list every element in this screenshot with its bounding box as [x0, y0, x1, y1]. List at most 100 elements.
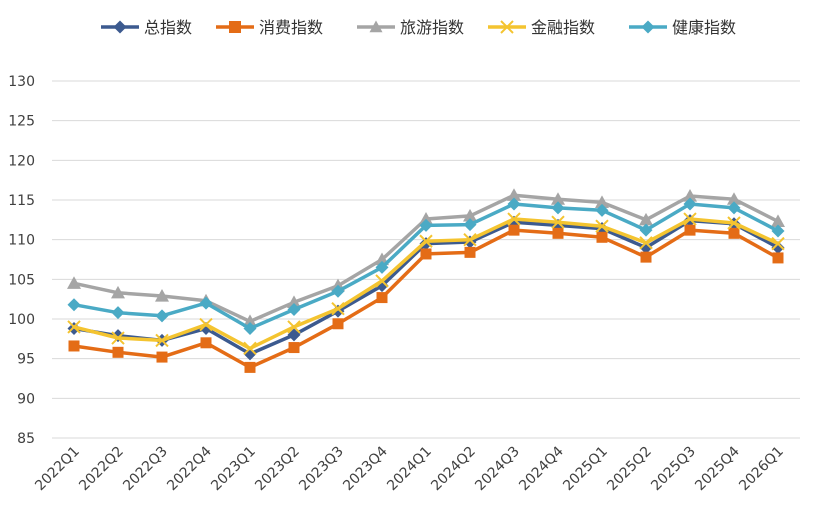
data-point [551, 192, 565, 205]
data-point [683, 197, 697, 211]
data-point [595, 219, 609, 233]
x-tick-label: 2025Q2 [604, 444, 655, 495]
data-point [595, 195, 609, 208]
x-tick-label: 2023Q3 [296, 444, 347, 495]
data-point [640, 251, 652, 263]
series-group [67, 188, 785, 373]
y-tick-label: 110 [8, 233, 35, 249]
legend-marker [500, 20, 514, 34]
data-point [683, 189, 697, 202]
data-point [111, 331, 125, 345]
data-point [67, 276, 81, 289]
legend-label: 金融指数 [531, 18, 595, 37]
x-tick-label: 2024Q1 [384, 444, 435, 495]
x-tick-label: 2026Q1 [736, 444, 787, 495]
legend-label: 总指数 [144, 18, 192, 37]
x-tick-label: 2022Q2 [76, 444, 127, 495]
y-tick-label: 125 [8, 114, 35, 130]
data-point [200, 337, 212, 349]
y-tick-label: 90 [17, 391, 35, 407]
legend-marker [369, 20, 383, 33]
data-point [243, 322, 257, 336]
legend-label: 旅游指数 [400, 18, 464, 37]
data-point [507, 197, 521, 211]
legend-item: 总指数 [101, 18, 192, 37]
data-point [243, 341, 257, 356]
y-tick-label: 130 [8, 74, 35, 90]
data-point [595, 203, 609, 217]
legend-item: 金融指数 [488, 18, 595, 37]
data-point [419, 218, 433, 232]
x-tick-label: 2022Q3 [120, 444, 171, 495]
data-point [331, 284, 345, 298]
data-point [508, 224, 520, 236]
x-tick-label: 2023Q1 [208, 444, 259, 495]
x-tick-label: 2024Q4 [516, 443, 567, 494]
data-point [639, 212, 653, 226]
x-tick-label: 2025Q3 [648, 444, 699, 495]
legend-item: 消费指数 [216, 18, 323, 37]
data-point [155, 309, 169, 323]
data-point [727, 192, 741, 205]
legend-marker [113, 20, 127, 34]
y-axis: 85 90 95 100 105 110 115 120 125 130 [8, 74, 35, 447]
data-point [551, 215, 565, 229]
data-point [67, 320, 81, 334]
legend-label: 消费指数 [259, 18, 323, 37]
data-point [287, 302, 301, 316]
legend-marker [229, 21, 241, 33]
data-point [287, 295, 301, 308]
data-point [771, 236, 785, 251]
data-point [244, 361, 256, 373]
data-point [375, 260, 389, 274]
y-tick-label: 100 [8, 312, 35, 328]
data-point [639, 241, 653, 255]
data-point [155, 288, 169, 302]
data-point [507, 212, 521, 226]
legend-item: 旅游指数 [357, 18, 464, 37]
x-axis: 2022Q12022Q22022Q32022Q42023Q12023Q22023… [32, 443, 787, 494]
data-point [111, 306, 125, 320]
data-point [683, 212, 697, 226]
data-point [464, 246, 476, 258]
data-point [551, 201, 565, 215]
data-point [419, 212, 433, 225]
data-point [639, 223, 653, 237]
data-point [727, 201, 741, 215]
series-4 [67, 212, 785, 356]
data-point [727, 216, 741, 230]
data-point [332, 318, 344, 330]
legend: 总指数 消费指数 旅游指数 金融指数 健康指数 [101, 18, 736, 37]
y-tick-label: 105 [8, 272, 35, 288]
data-point [287, 320, 301, 334]
x-tick-label: 2024Q3 [472, 444, 523, 495]
x-tick-label: 2025Q1 [560, 444, 611, 495]
data-point [463, 232, 477, 247]
data-point [155, 333, 169, 348]
gridlines [52, 80, 800, 439]
data-point [728, 227, 740, 239]
data-point [331, 301, 345, 316]
data-point [772, 252, 784, 264]
data-point [419, 234, 433, 248]
x-tick-label: 2023Q2 [252, 444, 303, 495]
data-point [67, 298, 81, 312]
y-tick-label: 95 [17, 352, 35, 368]
x-tick-label: 2022Q4 [164, 443, 215, 494]
data-point [771, 224, 785, 238]
series-2 [68, 224, 784, 373]
data-point [375, 274, 389, 288]
series-5 [67, 197, 785, 336]
data-point [68, 340, 80, 352]
data-point [376, 292, 388, 304]
legend-item: 健康指数 [629, 18, 736, 37]
x-tick-label: 2025Q4 [692, 443, 743, 494]
data-point [420, 248, 432, 260]
x-tick-label: 2022Q1 [32, 444, 83, 495]
data-point [463, 208, 477, 222]
data-point [684, 224, 696, 236]
data-point [771, 241, 785, 255]
data-point [288, 342, 300, 354]
legend-marker [641, 20, 655, 34]
